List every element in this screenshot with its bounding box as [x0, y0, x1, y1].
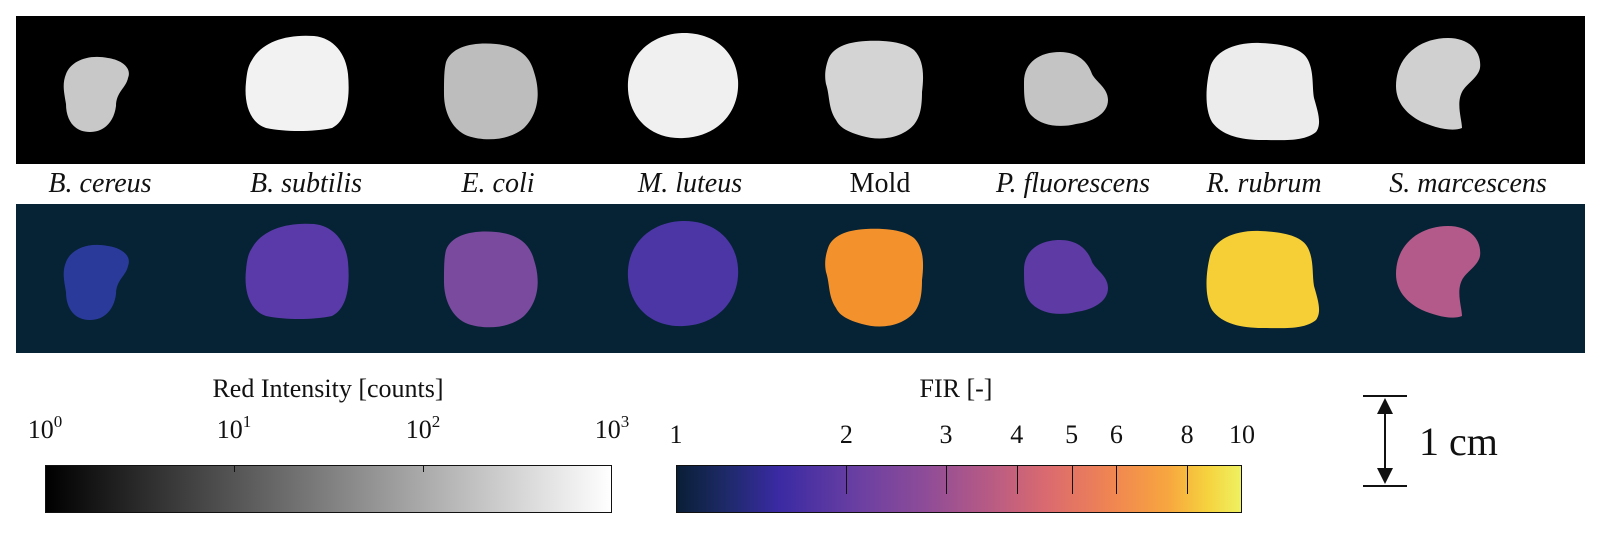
fir-image-strip: [16, 204, 1585, 353]
fir-tick-label-1: 1: [669, 420, 683, 449]
red-tick-label-3: 103: [594, 412, 630, 444]
scale-bar-label: 1 cm: [1419, 419, 1498, 464]
colony-red-r-rubrum: [1206, 42, 1320, 141]
fir-colorbar-tick-8: [1187, 466, 1189, 494]
species-label-m-luteus: M. luteus: [637, 168, 743, 199]
fir-colorbar-tick-5: [1071, 466, 1073, 494]
red-colorbar-tick-1: [234, 466, 235, 472]
colony-fir-mold: [825, 228, 924, 327]
red-intensity-colorbar: [45, 465, 612, 513]
red-tick-label-2: 102: [405, 412, 441, 444]
colony-red-mold: [825, 40, 924, 139]
colony-fir-s-marcescens: [1396, 226, 1481, 318]
fir-colorbar: [676, 465, 1242, 513]
fir-colorbar-tick-2: [846, 466, 848, 494]
colony-red-m-luteus: [627, 32, 739, 139]
red-intensity-colorbar-title: Red Intensity [counts]: [212, 374, 444, 403]
colony-fir-e-coli: [444, 231, 538, 328]
red-tick-label-0: 100: [27, 412, 63, 444]
fir-colorbar-tick-3: [946, 466, 948, 494]
species-label-b-subtilis: B. subtilis: [249, 168, 363, 199]
fir-tick-label-8: 8: [1180, 420, 1194, 449]
fir-tick-label-6: 6: [1109, 420, 1123, 449]
fir-colonies: [63, 220, 1481, 329]
red-intensity-image-strip: [16, 16, 1585, 164]
species-labels: B. cereus B. subtilis E. coli M. luteus …: [16, 166, 1585, 202]
colony-red-s-marcescens: [1396, 38, 1481, 130]
species-label-mold: Mold: [849, 168, 911, 199]
species-label-s-marcescens: S. marcescens: [1389, 168, 1547, 199]
colony-red-b-subtilis: [245, 35, 349, 132]
colony-fir-m-luteus: [627, 220, 739, 327]
fir-colorbar-title: FIR [-]: [919, 374, 993, 403]
colony-fir-b-cereus: [63, 244, 129, 320]
species-label-b-cereus: B. cereus: [48, 168, 152, 199]
species-label-e-coli: E. coli: [461, 168, 535, 199]
scale-bar: [1363, 395, 1407, 487]
colony-red-b-cereus: [63, 56, 129, 132]
fir-colorbar-tick-6: [1116, 466, 1118, 494]
colony-fir-r-rubrum: [1206, 230, 1320, 329]
species-label-r-rubrum: R. rubrum: [1206, 168, 1322, 199]
fir-tick-label-5: 5: [1065, 420, 1079, 449]
colony-red-p-fluorescens: [1024, 52, 1108, 126]
red-tick-label-1: 101: [216, 412, 252, 444]
species-label-p-fluorescens: P. fluorescens: [996, 168, 1150, 199]
fir-colorbar-tick-4: [1016, 466, 1018, 494]
red-intensity-colonies: [63, 32, 1481, 141]
colony-fir-p-fluorescens: [1024, 240, 1108, 314]
fir-tick-label-10: 10: [1229, 420, 1255, 449]
colony-red-e-coli: [444, 43, 538, 140]
fir-tick-label-3: 3: [939, 420, 953, 449]
fir-tick-label-2: 2: [839, 420, 853, 449]
red-colorbar-tick-2: [423, 466, 424, 472]
colony-fir-b-subtilis: [245, 223, 349, 319]
fir-tick-label-4: 4: [1010, 420, 1024, 449]
